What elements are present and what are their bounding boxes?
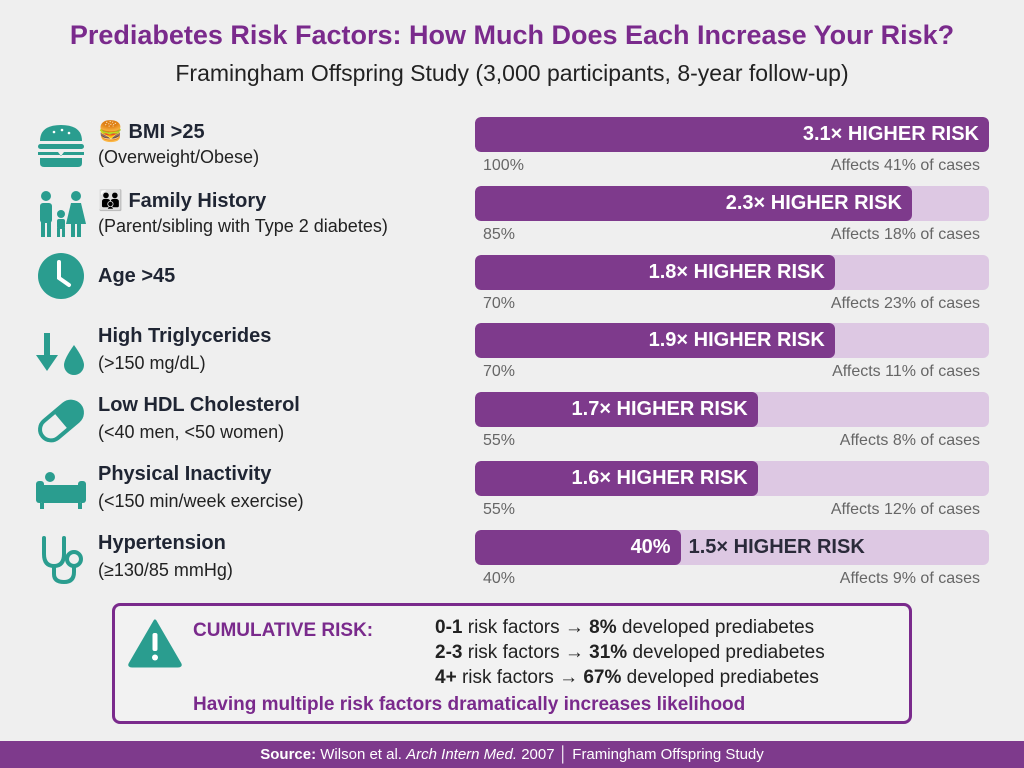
- factor-detail: (Parent/sibling with Type 2 diabetes): [98, 216, 388, 236]
- risk-bar: 1.9× HIGHER RISK: [475, 323, 835, 358]
- arrow-drop-icon: [36, 333, 84, 375]
- risk-bar: 3.1× HIGHER RISK: [475, 117, 989, 152]
- risk-bar-track: 40% 1.5× HIGHER RISK: [475, 530, 989, 565]
- risk-factor-row: 🍔 BMI >25 (Overweight/Obese) 3.1× HIGHER…: [0, 117, 1024, 186]
- affects-label: Affects 9% of cases: [839, 570, 980, 587]
- risk-factor-row: Physical Inactivity (<150 min/week exerc…: [0, 461, 1024, 530]
- risk-bar-track: 3.1× HIGHER RISK: [475, 117, 989, 152]
- risk-bar: 1.8× HIGHER RISK: [475, 255, 835, 290]
- affects-label: Affects 41% of cases: [830, 157, 980, 174]
- source-footer: Source: Wilson et al. Arch Intern Med. 2…: [0, 741, 1024, 768]
- bar-percent-label: 70%: [483, 295, 516, 312]
- risk-label: 3.1× HIGHER RISK: [802, 123, 979, 145]
- risk-bar-track: 1.7× HIGHER RISK: [475, 392, 989, 427]
- clock-icon: [38, 253, 84, 299]
- risk-label: 1.6× HIGHER RISK: [571, 467, 748, 489]
- risk-bar-track: 1.8× HIGHER RISK: [475, 255, 989, 290]
- risk-bar-track: 1.6× HIGHER RISK: [475, 461, 989, 496]
- warning-icon: [128, 619, 182, 668]
- bar-percent-label: 100%: [483, 157, 524, 174]
- bar-percent-label: 70%: [483, 363, 516, 380]
- factor-emoji: 👪: [98, 190, 123, 212]
- affects-label: Affects 18% of cases: [830, 226, 980, 243]
- factor-label: 👪 Family History: [98, 190, 267, 212]
- bar-percent-label: 55%: [483, 432, 516, 449]
- risk-label: 1.9× HIGHER RISK: [648, 329, 825, 351]
- risk-bar-track: 2.3× HIGHER RISK: [475, 186, 989, 221]
- pill-icon: [38, 399, 84, 443]
- burger-icon: [38, 125, 84, 167]
- affects-label: Affects 12% of cases: [830, 501, 980, 518]
- factor-detail: (<150 min/week exercise): [98, 491, 304, 511]
- affects-label: Affects 23% of cases: [830, 295, 980, 312]
- risk-bar-track: 1.9× HIGHER RISK: [475, 323, 989, 358]
- factor-label: 🍔 BMI >25: [98, 121, 205, 143]
- cumulative-line: 0-1 risk factors → 8% developed prediabe…: [435, 617, 815, 638]
- risk-factor-row: High Triglycerides (>150 mg/dL) 1.9× HIG…: [0, 323, 1024, 392]
- factor-label: Physical Inactivity: [98, 463, 272, 485]
- family-icon: [40, 191, 86, 237]
- factor-label: Hypertension: [98, 532, 226, 554]
- risk-bar: 1.6× HIGHER RISK: [475, 461, 758, 496]
- risk-factor-row: 👪 Family History (Parent/sibling with Ty…: [0, 186, 1024, 255]
- bar-value-label: 40%: [630, 536, 671, 558]
- couch-icon: [36, 472, 86, 509]
- stethoscope-icon: [42, 536, 83, 585]
- risk-bar: 2.3× HIGHER RISK: [475, 186, 912, 221]
- affects-label: Affects 11% of cases: [832, 363, 980, 380]
- bar-percent-label: 40%: [483, 570, 516, 587]
- risk-label: 1.5× HIGHER RISK: [688, 536, 865, 558]
- risk-label: 2.3× HIGHER RISK: [725, 192, 902, 214]
- factor-label: High Triglycerides: [98, 325, 272, 347]
- factor-label: Low HDL Cholesterol: [98, 394, 300, 416]
- factor-detail: (>150 mg/dL): [98, 353, 206, 373]
- factor-detail: (<40 men, <50 women): [98, 422, 285, 442]
- cumulative-line: 4+ risk factors → 67% developed prediabe…: [435, 667, 819, 688]
- risk-label: 1.7× HIGHER RISK: [571, 398, 748, 420]
- bar-percent-label: 85%: [483, 226, 516, 243]
- factor-emoji: 🍔: [98, 121, 123, 143]
- risk-bar: 1.7× HIGHER RISK: [475, 392, 758, 427]
- risk-factor-row: Low HDL Cholesterol (<40 men, <50 women)…: [0, 392, 1024, 461]
- risk-factor-row: Age >45 1.8× HIGHER RISK 70% Affects 23%…: [0, 253, 1024, 324]
- cumulative-risk-box: CUMULATIVE RISK: 0-1 risk factors → 8% d…: [112, 603, 912, 724]
- bar-percent-label: 55%: [483, 501, 516, 518]
- affects-label: Affects 8% of cases: [839, 432, 980, 449]
- cumulative-line: 2-3 risk factors → 31% developed prediab…: [435, 642, 825, 663]
- page-title: Prediabetes Risk Factors: How Much Does …: [69, 20, 955, 50]
- risk-label: 1.8× HIGHER RISK: [648, 261, 825, 283]
- factor-detail: (≥130/85 mmHg): [98, 560, 233, 580]
- factor-detail: (Overweight/Obese): [98, 147, 260, 167]
- cumulative-title: CUMULATIVE RISK:: [193, 620, 374, 641]
- risk-bar: 40%: [475, 530, 681, 565]
- risk-factor-row: Hypertension (≥130/85 mmHg) 40% 1.5× HIG…: [0, 530, 1024, 599]
- page-subtitle: Framingham Offspring Study (3,000 partic…: [175, 60, 849, 86]
- factor-label: Age >45: [98, 265, 176, 287]
- cumulative-note: Having multiple risk factors dramaticall…: [193, 694, 746, 715]
